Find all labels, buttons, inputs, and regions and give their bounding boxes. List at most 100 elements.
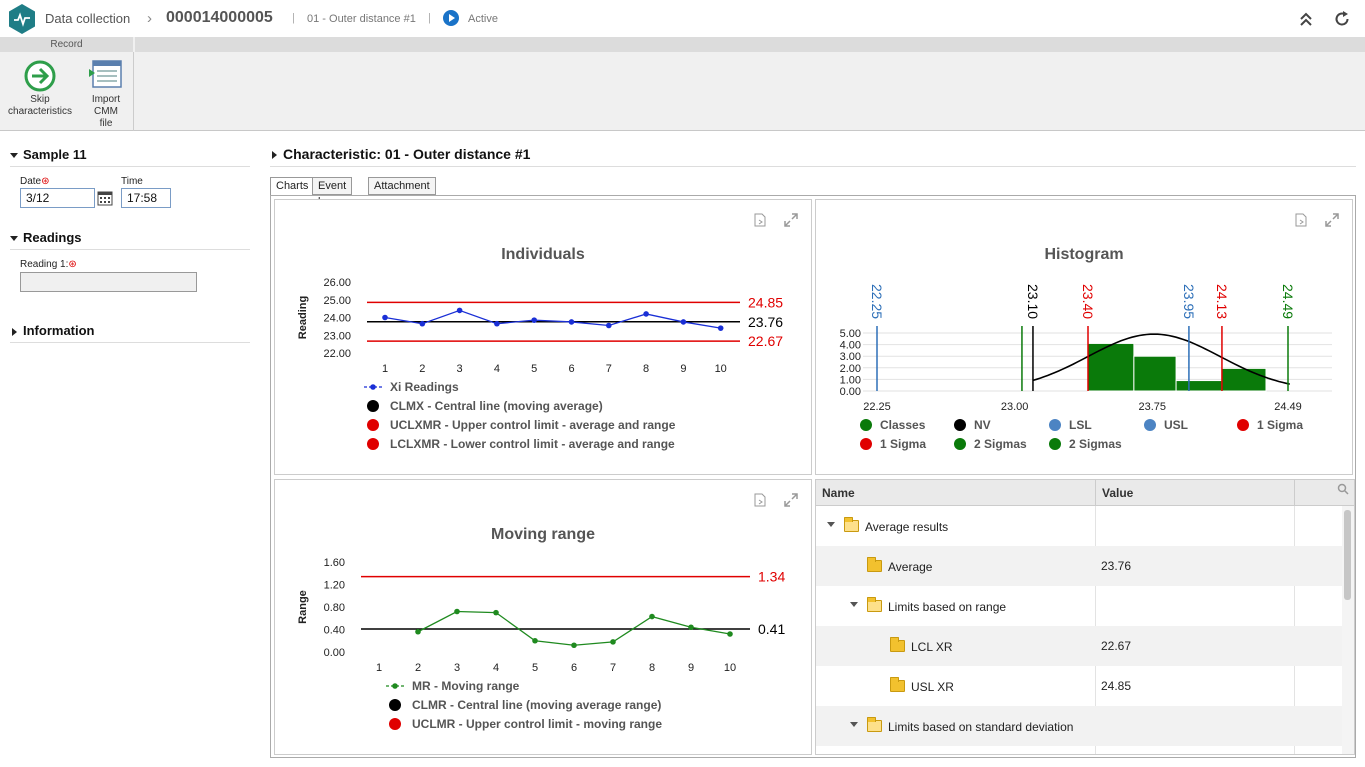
y-tick-label: 1.00 [840, 374, 861, 386]
time-input[interactable]: 17:58 [121, 188, 171, 208]
app-title[interactable]: Data collection [45, 11, 131, 26]
date-label: Date⊛ [20, 176, 50, 187]
y-tick-label: 23.00 [323, 330, 351, 342]
information-section-header[interactable]: Information [12, 323, 95, 338]
legend-label: LCLXMR - Lower control limit - average a… [390, 437, 675, 451]
scrollbar-thumb[interactable] [1344, 510, 1351, 600]
date-input[interactable]: 3/12 [20, 188, 95, 208]
export-icon[interactable] [753, 493, 767, 507]
row-label: Limits based on range [888, 600, 1007, 614]
x-tick-label: 10 [715, 363, 727, 375]
legend-label: 2 Sigmas [1069, 437, 1122, 451]
sample-section-header[interactable]: Sample 11 [10, 147, 87, 162]
y-tick-label: 26.00 [323, 277, 351, 289]
y-tick-label: 3.00 [840, 351, 861, 363]
search-icon[interactable] [1337, 483, 1349, 495]
left-panel: Sample 11 Date⊛ 3/12 Time 17:58 Readings… [0, 132, 260, 767]
grid-row-limits-range[interactable]: Limits based on range [816, 586, 1342, 626]
x-tick-label: 9 [680, 363, 686, 375]
tab-event-log[interactable]: Event log [312, 177, 353, 208]
expand-icon[interactable] [784, 213, 798, 227]
data-point [610, 639, 616, 645]
y-axis-label: Range [297, 590, 309, 624]
col-name-header[interactable]: Name [822, 486, 855, 500]
legend-marker [392, 683, 398, 689]
grid-row-lcl-xr[interactable]: LCL XR 22.67 [816, 626, 1342, 666]
reading1-label-text: Reading 1: [20, 259, 69, 270]
y-tick-label: 5.00 [840, 328, 861, 340]
spec-line-label: 22.25 [869, 284, 885, 319]
row-label: Average results [865, 520, 949, 534]
y-tick-label: 1.60 [324, 557, 345, 569]
expand-icon[interactable] [1325, 213, 1339, 227]
characteristic-title: Characteristic: 01 - Outer distance #1 [283, 146, 531, 162]
folder-open-icon [867, 717, 882, 732]
expand-icon[interactable] [784, 493, 798, 507]
row-label: Average [888, 560, 933, 574]
data-point [568, 319, 575, 325]
grid-row-average[interactable]: Average 23.76 [816, 546, 1342, 586]
data-point [680, 319, 687, 325]
histogram-bar [1221, 367, 1267, 392]
collapse-icon[interactable] [1297, 10, 1315, 28]
required-icon: ⊛ [68, 259, 77, 270]
legend-label: MR - Moving range [412, 679, 520, 693]
grid-row-limits-stddev[interactable]: Limits based on standard deviation [816, 706, 1342, 746]
histogram-bar [1133, 355, 1177, 392]
control-line-label: 0.41 [758, 621, 785, 637]
legend-marker [954, 438, 966, 450]
data-point [688, 624, 694, 631]
refresh-icon[interactable] [1333, 10, 1351, 28]
y-axis-label: Reading [297, 296, 309, 339]
tree-expand-icon[interactable] [850, 602, 858, 607]
tab-charts[interactable]: Charts [270, 177, 315, 196]
grid-row-usl-xr[interactable]: USL XR 24.85 [816, 666, 1342, 706]
legend-label: UCLXMR - Upper control limit - average a… [390, 418, 676, 432]
tab-attachment[interactable]: Attachment [368, 177, 436, 195]
col-divider [1095, 480, 1096, 506]
data-point [643, 311, 649, 317]
import-label-2: CMM [94, 106, 118, 117]
legend-marker [367, 400, 379, 412]
x-tick-label: 24.49 [1274, 401, 1302, 413]
x-tick-label: 5 [531, 363, 537, 375]
y-tick-label: 0.40 [324, 625, 345, 637]
data-point [494, 320, 500, 327]
legend-label: CLMX - Central line (moving average) [390, 399, 603, 413]
time-label: Time [121, 176, 143, 187]
skip-characteristics-button[interactable]: Skip characteristics [4, 59, 76, 118]
play-icon[interactable] [443, 10, 459, 26]
export-icon[interactable] [1294, 213, 1308, 227]
col-value-header[interactable]: Value [1102, 486, 1134, 500]
data-point [415, 628, 421, 635]
x-tick-label: 23.00 [1001, 401, 1029, 413]
individuals-chart: Reading 26.00 25.00 24.00 23.00 22.00 1 2 3 4 5 6 7 8… [297, 277, 783, 451]
export-icon[interactable] [753, 213, 767, 227]
import-cmm-file-button[interactable]: Import CMM file [86, 59, 126, 130]
legend-marker [389, 699, 401, 711]
reading1-input[interactable] [20, 272, 197, 292]
tree-expand-icon[interactable] [850, 722, 858, 727]
tree-expand-icon[interactable] [827, 522, 835, 527]
data-point [717, 325, 724, 331]
legend-marker [860, 419, 872, 431]
grid-row-average-results[interactable]: Average results [816, 506, 1342, 546]
folder-open-icon [867, 597, 882, 612]
x-tick-label: 3 [454, 662, 460, 674]
calendar-icon[interactable] [97, 190, 113, 206]
readings-section-header[interactable]: Readings [10, 230, 82, 245]
x-tick-label: 8 [643, 363, 649, 375]
y-tick-label: 24.00 [323, 313, 351, 325]
x-tick-label: 6 [571, 662, 577, 674]
collapse-triangle-icon [12, 327, 17, 336]
y-tick-label: 22.00 [323, 348, 351, 360]
section-divider [10, 166, 250, 167]
legend-marker [1049, 438, 1061, 450]
data-point [532, 637, 538, 644]
individuals-chart-panel: Individuals Reading 26.00 25.00 24.00 23.00 2… [274, 199, 812, 475]
characteristic-header[interactable]: Characteristic: 01 - Outer distance #1 [272, 146, 530, 162]
control-line-label: 22.67 [748, 333, 783, 349]
data-point [649, 613, 655, 620]
grid-scrollbar[interactable] [1342, 506, 1354, 754]
y-tick-label: 0.80 [324, 602, 345, 614]
